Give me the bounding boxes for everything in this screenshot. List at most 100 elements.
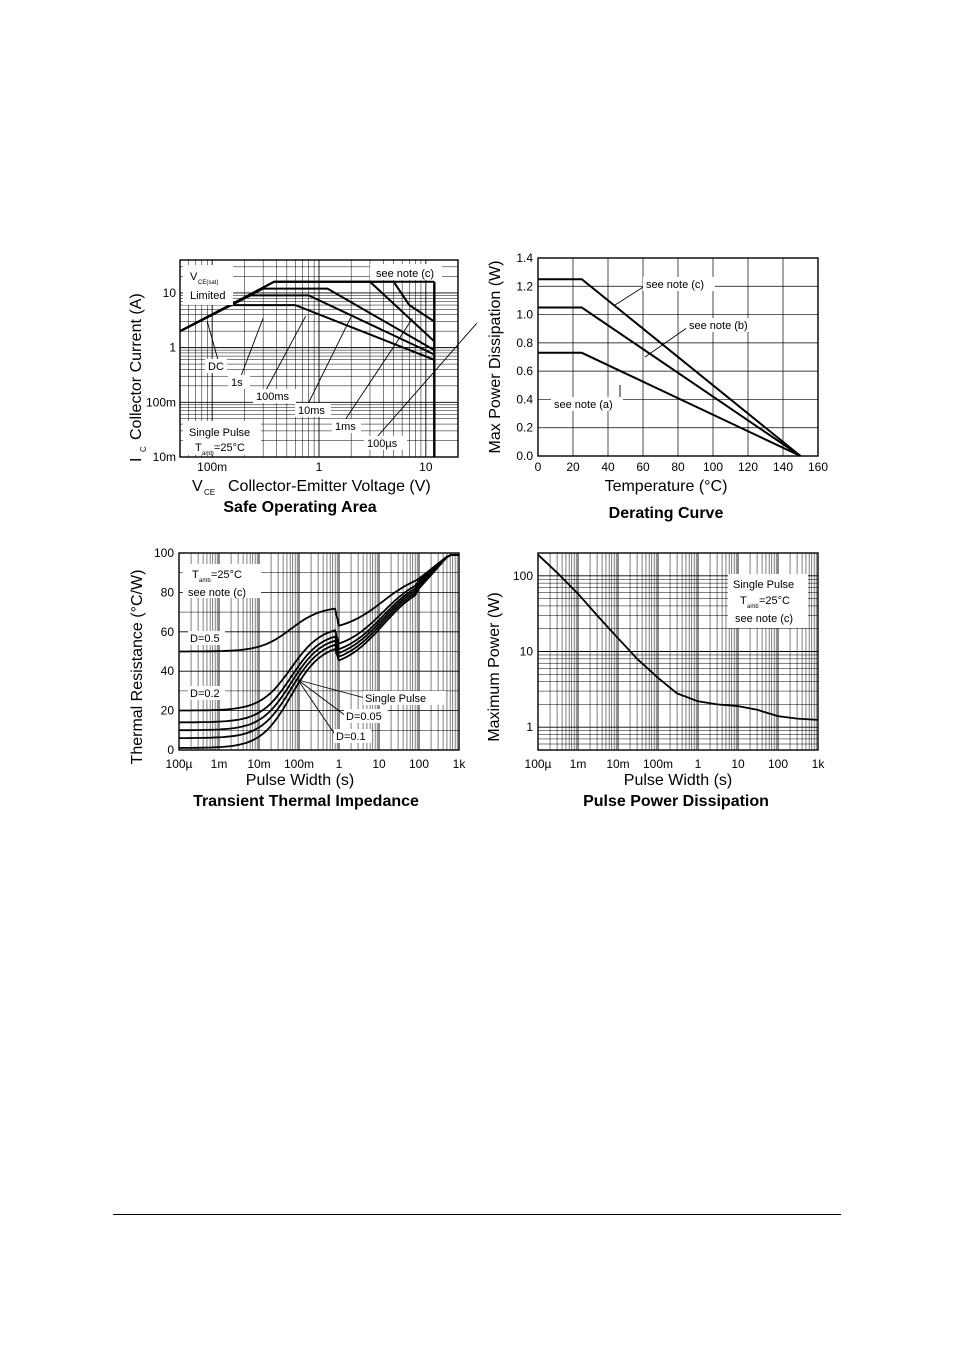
soa-label-bg	[205, 359, 227, 373]
thermal-leader	[297, 679, 337, 737]
derating-series-2	[538, 351, 801, 457]
derating-ytick: 1.2	[516, 279, 533, 293]
soa-label-leader	[376, 322, 478, 438]
thermal-series-label: D=0.2	[190, 688, 220, 700]
soa-label-bg	[364, 436, 407, 450]
thermal-series-0	[179, 554, 459, 653]
derating-ytick: 1.4	[516, 251, 533, 265]
soa-ylabel-rest: Collector Current (A)	[128, 293, 145, 440]
pulse-xtick: 10	[731, 757, 745, 771]
thermal-ytick: 100	[154, 546, 174, 560]
soa-note: see note (c)	[376, 268, 434, 280]
thermal-xlabel: Pulse Width (s)	[246, 772, 354, 789]
pulse-xtick: 1k	[812, 757, 826, 771]
thermal-series-1	[179, 554, 459, 712]
derating-series-0	[538, 278, 802, 457]
thermal-ytick: 80	[161, 585, 175, 599]
thermal-leader	[297, 679, 347, 717]
thermal-series-4	[179, 554, 459, 739]
soa-label-leader	[344, 318, 413, 421]
soa-label-bg	[332, 419, 361, 433]
soa-ylabel-i: I	[128, 458, 145, 462]
derating-xtick: 140	[773, 460, 793, 474]
soa-xtick: 10	[419, 460, 433, 474]
soa-label-bg	[253, 389, 296, 403]
thermal-xtick: 100	[409, 757, 429, 771]
thermal-ytick: 40	[161, 664, 175, 678]
soa-limited: Limited	[190, 290, 225, 302]
soa-series-label: 100µs	[367, 438, 398, 450]
thermal-title: Transient Thermal Impedance	[193, 793, 419, 810]
soa-series-5	[179, 280, 435, 333]
soa-series-label: 1ms	[335, 421, 356, 433]
pulse-power-chart: Single Pulse T amb =25°C see note (c) 100µ 1m 1…	[486, 552, 826, 810]
derating-xtick: 80	[671, 460, 685, 474]
thermal-note: see note (c)	[188, 587, 246, 599]
thermal-xtick: 10m	[247, 757, 270, 771]
pulse-title: Pulse Power Dissipation	[583, 793, 769, 810]
soa-frame	[179, 259, 459, 458]
soa-series-label: 100ms	[256, 391, 290, 403]
derating-series-label: see note (a)	[554, 399, 613, 411]
derating-xtick: 0	[535, 460, 542, 474]
pulse-note: see note (c)	[735, 613, 793, 625]
soa-xlabel-v: V	[192, 478, 203, 495]
derating-ytick: 0.0	[516, 449, 533, 463]
derating-series-1	[538, 306, 802, 457]
soa-vcesat-sub: CE(sat)	[198, 280, 218, 286]
thermal-xtick: 1m	[211, 757, 228, 771]
derating-frame	[537, 257, 819, 457]
pulse-tamb-val: =25°C	[759, 595, 790, 607]
thermal-tamb-sub: amb	[199, 578, 211, 584]
thermal-ylabel: Thermal Resistance (°C/W)	[129, 570, 146, 765]
soa-xlabel-sub: CE	[204, 488, 215, 497]
soa-series-label: 10ms	[298, 405, 325, 417]
thermal-series-5	[178, 554, 459, 749]
pulse-annot-bg	[728, 574, 808, 628]
footer-rule	[113, 1214, 841, 1215]
derating-ytick: 0.4	[516, 392, 533, 406]
derating-title: Derating Curve	[609, 505, 724, 522]
pulse-ytick: 1	[526, 720, 533, 734]
derating-xtick: 20	[566, 460, 580, 474]
thermal-label-bg	[188, 686, 225, 700]
soa-ylabel-sub: C	[139, 446, 148, 452]
derating-ytick: 0.6	[516, 364, 533, 378]
soa-xlabel-rest: Collector-Emitter Voltage (V)	[228, 478, 431, 495]
derating-chart: see note (c) see note (b) see note (a) 0 20 4…	[487, 251, 828, 522]
thermal-ytick: 0	[167, 743, 174, 757]
derating-label-bg	[643, 277, 715, 291]
soa-series-0	[179, 304, 435, 361]
derating-ytick: 1.0	[516, 308, 533, 322]
thermal-series-label: D=0.05	[346, 711, 382, 723]
pulse-tamb-main: T	[740, 595, 747, 607]
thermal-label-bg	[363, 691, 447, 705]
derating-xtick: 40	[601, 460, 615, 474]
pulse-xlabel: Pulse Width (s)	[624, 772, 732, 789]
soa-title: Safe Operating Area	[223, 499, 376, 516]
soa-note-bg	[370, 264, 442, 280]
thermal-xtick: 10	[372, 757, 386, 771]
soa-xtick: 1	[316, 460, 323, 474]
soa-tamb-val: =25°C	[214, 442, 245, 454]
soa-vcesat-main: V	[190, 271, 198, 283]
derating-leader	[614, 283, 649, 306]
thermal-xtick: 1	[336, 757, 343, 771]
derating-label-bg	[551, 397, 623, 411]
pulse-series-0	[537, 554, 819, 721]
soa-ytick: 100m	[146, 395, 176, 409]
derating-ytick: 0.8	[516, 336, 533, 350]
soa-xtick: 100m	[197, 460, 227, 474]
thermal-tamb-val: =25°C	[211, 569, 242, 581]
thermal-series-label: D=0.1	[336, 731, 366, 743]
pulse-xtick: 100	[768, 757, 788, 771]
soa-ytick: 10	[163, 286, 177, 300]
thermal-label-bg	[344, 709, 388, 723]
soa-series-label: 1s	[231, 377, 243, 389]
thermal-label-bg	[188, 631, 225, 645]
thermal-label-bg	[334, 729, 371, 743]
derating-ytick: 0.2	[516, 421, 533, 435]
soa-cond-bg	[183, 421, 261, 455]
